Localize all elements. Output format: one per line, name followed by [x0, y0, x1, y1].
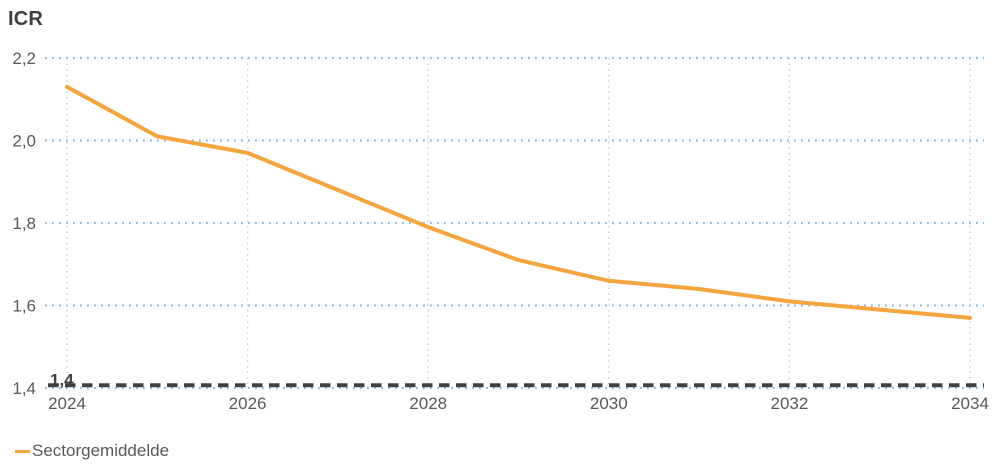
- x-axis-tick-label: 2028: [409, 394, 447, 413]
- x-axis-tick-label: 2032: [770, 394, 808, 413]
- y-axis-tick-label: 2,0: [12, 132, 36, 151]
- y-axis-tick-label: 2,2: [12, 49, 36, 68]
- x-axis-tick-label: 2030: [590, 394, 628, 413]
- line-chart-plot: 2,2 2,0 1,8 1,6 1,4 2024 2026 2028 2030 2032 2034 1…: [12, 49, 989, 413]
- y-axis-tick-label: 1,4: [12, 379, 36, 398]
- legend: Sectorgemiddelde: [15, 441, 169, 461]
- x-axis-tick-label: 2026: [229, 394, 267, 413]
- reference-line-label: 1,4: [50, 371, 74, 390]
- x-axis-tick-label: 2024: [48, 394, 86, 413]
- x-axis-tick-label: 2034: [951, 394, 989, 413]
- legend-line-swatch: [15, 449, 30, 453]
- legend-label: Sectorgemiddelde: [32, 441, 170, 460]
- y-axis-tick-label: 1,6: [12, 297, 36, 316]
- chart-title: ICR: [8, 8, 44, 30]
- y-axis-tick-label: 1,8: [12, 214, 36, 233]
- series-line-sectorgemiddelde: [65, 84, 972, 320]
